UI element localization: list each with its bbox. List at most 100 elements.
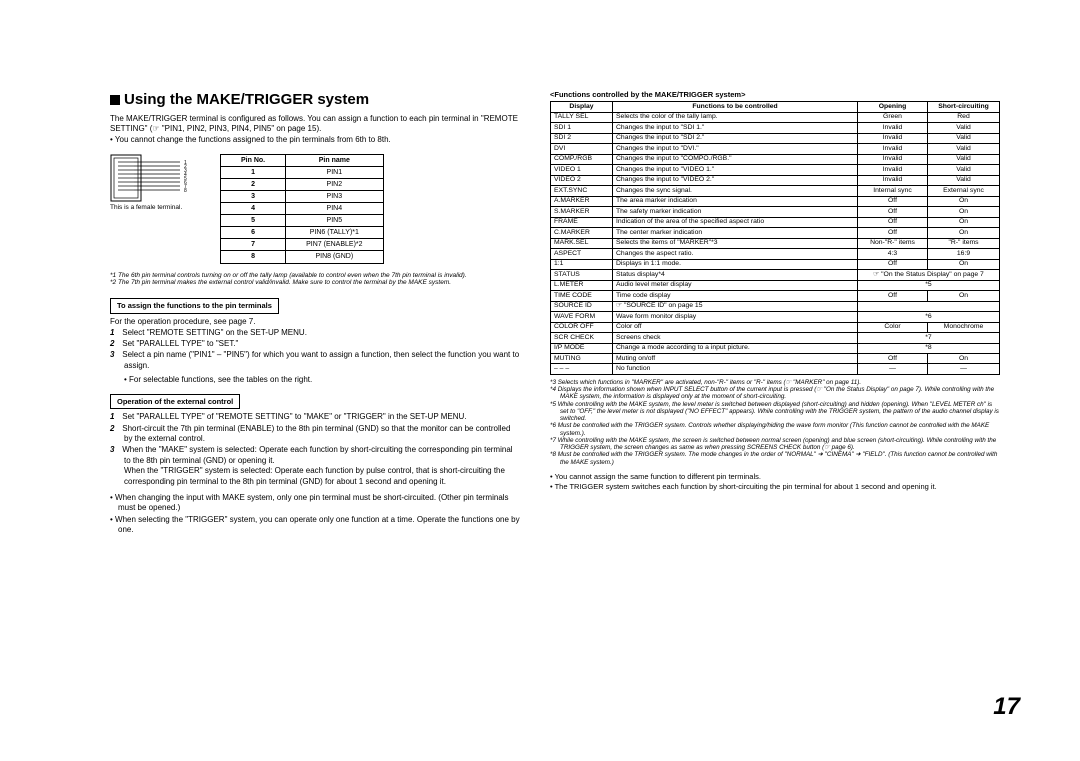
fn-merged <box>858 301 1000 311</box>
fn-head-short: Short-circuiting <box>928 102 1000 112</box>
fn-table-row: SDI 1Changes the input to "SDI 1."Invali… <box>551 123 1000 133</box>
fn-display: TIME CODE <box>551 291 613 301</box>
sub-bullet: For selectable functions, see the tables… <box>110 375 520 385</box>
fn-table-row: VIDEO 2Changes the input to "VIDEO 2."In… <box>551 175 1000 185</box>
fn-func: The safety marker indication <box>613 207 858 217</box>
fn-func: Screens check <box>613 333 858 343</box>
fn-short: On <box>928 354 1000 364</box>
left-column: Using the MAKE/TRIGGER system The MAKE/T… <box>110 90 520 537</box>
fn-table-row: VIDEO 1Changes the input to "VIDEO 1."In… <box>551 165 1000 175</box>
pin-table-row: 7PIN7 (ENABLE)*2 <box>221 239 384 251</box>
pin-table-row: 3PIN3 <box>221 190 384 202</box>
fn-display: L.METER <box>551 280 613 290</box>
fn-table-row: ASPECTChanges the aspect ratio.4:316:9 <box>551 249 1000 259</box>
right-column: <Functions controlled by the MAKE/TRIGGE… <box>550 90 1000 537</box>
step-item: 3 When the "MAKE" system is selected: Op… <box>110 445 520 487</box>
fn-table-row: S.MARKERThe safety marker indicationOffO… <box>551 207 1000 217</box>
fn-func: Changes the sync signal. <box>613 186 858 196</box>
footnote-8: *8 Must be controlled with the TRIGGER s… <box>550 451 1000 465</box>
fn-display: COMP./RGB <box>551 154 613 164</box>
fn-opening: Invalid <box>858 123 928 133</box>
pin-no: 5 <box>221 215 286 227</box>
fn-table-row: L.METERAudio level meter display*5 <box>551 280 1000 290</box>
fn-table-row: SCR CHECKScreens check*7 <box>551 333 1000 343</box>
fn-func: Changes the aspect ratio. <box>613 249 858 259</box>
pin-no: 3 <box>221 190 286 202</box>
fn-display: EXT.SYNC <box>551 186 613 196</box>
fn-display: TALLY SEL <box>551 112 613 122</box>
fn-func: Wave form monitor display <box>613 312 858 322</box>
fn-opening: Off <box>858 259 928 269</box>
fn-opening: Off <box>858 228 928 238</box>
pin-name: PIN8 (GND) <box>286 251 383 263</box>
pin-table-row: 4PIN4 <box>221 203 384 215</box>
tail-bullets-right: You cannot assign the same function to d… <box>550 472 1000 492</box>
fn-short: Valid <box>928 165 1000 175</box>
fn-func: No function <box>613 364 858 374</box>
fn-merged: *8 <box>858 343 1000 353</box>
fn-opening: Invalid <box>858 165 928 175</box>
fn-head-display: Display <box>551 102 613 112</box>
fn-short: On <box>928 207 1000 217</box>
fn-table-row: TIME CODETime code displayOffOn <box>551 291 1000 301</box>
fn-table-row: DVIChanges the input to "DVI."InvalidVal… <box>551 144 1000 154</box>
fn-table-row: EXT.SYNCChanges the sync signal.Internal… <box>551 186 1000 196</box>
fn-display: MARK.SEL <box>551 238 613 248</box>
fn-short: External sync <box>928 186 1000 196</box>
tail-bullets-left: When changing the input with MAKE system… <box>110 493 520 536</box>
pin-no: 4 <box>221 203 286 215</box>
pin-diagram-caption: This is a female terminal. <box>110 204 182 211</box>
section-heading: Using the MAKE/TRIGGER system <box>110 90 520 110</box>
functions-table-heading: <Functions controlled by the MAKE/TRIGGE… <box>550 90 1000 99</box>
footnote-3: *3 Selects which functions in "MARKER" a… <box>550 379 1000 386</box>
tail-bullet: The TRIGGER system switches each functio… <box>550 482 1000 491</box>
fn-opening: Invalid <box>858 133 928 143</box>
fn-display: S.MARKER <box>551 207 613 217</box>
fn-display: FRAME <box>551 217 613 227</box>
step-item: 3 Select a pin name ("PIN1" – "PIN5") fo… <box>110 350 520 371</box>
intro-text: The MAKE/TRIGGER terminal is configured … <box>110 114 520 135</box>
fn-opening: 4:3 <box>858 249 928 259</box>
fn-head-opening: Opening <box>858 102 928 112</box>
pin-no: 1 <box>221 166 286 178</box>
fn-func: Audio level meter display <box>613 280 858 290</box>
fn-short: Valid <box>928 144 1000 154</box>
fn-display: ASPECT <box>551 249 613 259</box>
fn-short: "R-" items <box>928 238 1000 248</box>
steps-external: 1 Set "PARALLEL TYPE" of "REMOTE SETTING… <box>110 412 520 487</box>
fn-func: Time code display <box>613 291 858 301</box>
page-layout: Using the MAKE/TRIGGER system The MAKE/T… <box>110 90 1020 537</box>
svg-text:8: 8 <box>184 188 187 194</box>
fn-func: The center marker indication <box>613 228 858 238</box>
fn-table-row: – – –No function—— <box>551 364 1000 374</box>
pin-name: PIN5 <box>286 215 383 227</box>
fn-short: On <box>928 228 1000 238</box>
page-number: 17 <box>993 693 1020 721</box>
footnote-4: *4 Displays the information shown when I… <box>550 386 1000 400</box>
fn-opening: Off <box>858 217 928 227</box>
fn-display: WAVE FORM <box>551 312 613 322</box>
fn-display: I/P MODE <box>551 343 613 353</box>
fn-short: Monochrome <box>928 322 1000 332</box>
fn-display: SDI 1 <box>551 123 613 133</box>
step-item: 2 Set "PARALLEL TYPE" to "SET." <box>110 339 520 349</box>
fn-short: 16:9 <box>928 249 1000 259</box>
fn-short: On <box>928 196 1000 206</box>
sub-bullet-item: For selectable functions, see the tables… <box>124 375 520 385</box>
fn-func: Displays in 1:1 mode. <box>613 259 858 269</box>
fn-merged: *7 <box>858 333 1000 343</box>
intro-bullet: You cannot change the functions assigned… <box>110 135 520 145</box>
fn-table-row: WAVE FORMWave form monitor display*6 <box>551 312 1000 322</box>
fn-func: Changes the input to "VIDEO 2." <box>613 175 858 185</box>
fn-opening: Invalid <box>858 144 928 154</box>
fn-short: On <box>928 217 1000 227</box>
fn-merged: *5 <box>858 280 1000 290</box>
intro-block: The MAKE/TRIGGER terminal is configured … <box>110 114 520 146</box>
fn-short: Valid <box>928 154 1000 164</box>
fn-opening: — <box>858 364 928 374</box>
fn-func: The area marker indication <box>613 196 858 206</box>
fn-short: — <box>928 364 1000 374</box>
pin-no: 7 <box>221 239 286 251</box>
tail-bullet: When changing the input with MAKE system… <box>110 493 520 514</box>
fn-table-row: MUTINGMuting on/offOffOn <box>551 354 1000 364</box>
